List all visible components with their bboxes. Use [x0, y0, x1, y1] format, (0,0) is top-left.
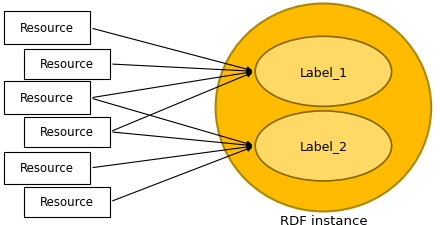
Text: Resource: Resource — [40, 126, 94, 139]
Text: Resource: Resource — [20, 162, 74, 175]
Text: Resource: Resource — [20, 92, 74, 105]
Bar — [24, 50, 110, 80]
Text: Resource: Resource — [20, 22, 74, 35]
Text: Label_2: Label_2 — [299, 140, 348, 153]
Ellipse shape — [216, 4, 431, 211]
Bar — [24, 117, 110, 147]
Bar — [4, 82, 90, 115]
Bar — [24, 187, 110, 217]
Bar — [4, 152, 90, 184]
Text: Resource: Resource — [40, 196, 94, 208]
Text: RDF instance: RDF instance — [279, 214, 367, 225]
Bar — [4, 12, 90, 45]
Text: Resource: Resource — [40, 58, 94, 71]
Ellipse shape — [255, 111, 392, 181]
Text: Label_1: Label_1 — [299, 65, 348, 79]
Ellipse shape — [255, 37, 392, 107]
